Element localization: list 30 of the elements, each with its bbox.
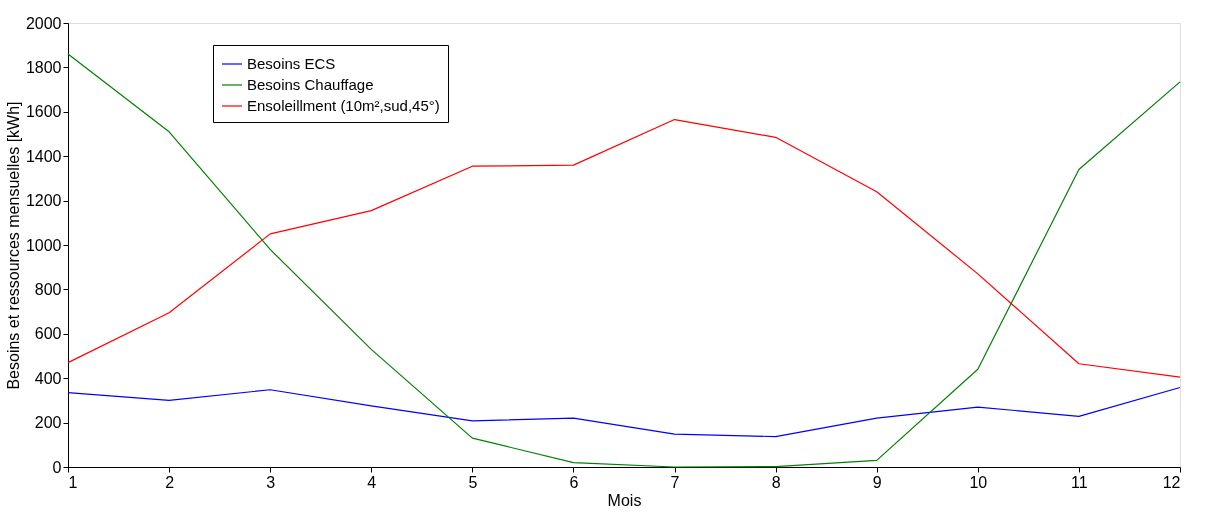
y-tick-label: 1600 [25, 103, 62, 121]
y-tick-label: 400 [34, 369, 62, 387]
x-tick-label: 5 [468, 473, 478, 491]
x-tick-label: 2 [165, 473, 175, 491]
x-tick-label: 1 [68, 473, 78, 491]
y-tick-label: 0 [52, 458, 62, 476]
x-tick-label: 6 [569, 473, 579, 491]
x-tick-label: 4 [367, 473, 377, 491]
x-tick-label: 8 [771, 473, 781, 491]
y-tick-label: 600 [34, 325, 62, 343]
x-tick-label: 7 [670, 473, 680, 491]
y-tick-label: 2000 [25, 14, 62, 32]
x-tick-label: 10 [969, 473, 988, 491]
x-tick-label: 11 [1071, 473, 1088, 491]
x-tick-label: 3 [266, 473, 276, 491]
legend-label: Besoins ECS [247, 55, 336, 72]
y-tick-label: 1000 [25, 236, 62, 254]
line-series [67, 118, 1181, 378]
x-tick-label: 9 [872, 473, 882, 491]
y-axis-title: Besoins et ressources mensuelles [kWh] [4, 101, 22, 390]
y-tick-label: 200 [34, 414, 62, 432]
legend-label: Besoins Chauffage [247, 76, 374, 93]
legend-label: Ensoleillment (10m²,sud,45°) [247, 97, 440, 114]
x-axis-title: Mois [607, 491, 642, 509]
y-tick-label: 800 [34, 280, 62, 298]
y-tick-label: 1400 [25, 147, 62, 165]
x-tick-label: 12 [1162, 473, 1181, 491]
y-tick-label: 1200 [25, 192, 62, 210]
y-tick-label: 1800 [25, 58, 62, 76]
line-series [67, 386, 1181, 438]
